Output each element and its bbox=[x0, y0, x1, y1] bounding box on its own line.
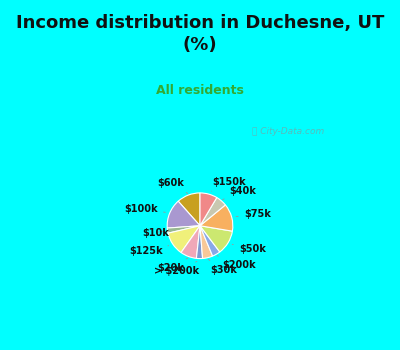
Text: $125k: $125k bbox=[129, 246, 169, 256]
Wedge shape bbox=[200, 226, 213, 259]
Text: $10k: $10k bbox=[142, 228, 169, 238]
Wedge shape bbox=[200, 197, 225, 226]
Wedge shape bbox=[200, 226, 220, 256]
Text: $100k: $100k bbox=[124, 204, 165, 214]
Text: > $200k: > $200k bbox=[154, 261, 199, 276]
Text: $60k: $60k bbox=[157, 178, 188, 194]
Text: Income distribution in Duchesne, UT
(%): Income distribution in Duchesne, UT (%) bbox=[16, 14, 384, 54]
Wedge shape bbox=[196, 226, 202, 259]
Text: $150k: $150k bbox=[212, 177, 246, 191]
Text: $30k: $30k bbox=[208, 259, 238, 275]
Wedge shape bbox=[181, 226, 200, 258]
Wedge shape bbox=[168, 226, 200, 253]
Text: $20k: $20k bbox=[157, 258, 188, 273]
Wedge shape bbox=[200, 226, 232, 252]
Text: $200k: $200k bbox=[217, 256, 256, 270]
Text: $75k: $75k bbox=[236, 209, 271, 219]
Wedge shape bbox=[167, 201, 200, 228]
Wedge shape bbox=[200, 205, 233, 231]
Text: All residents: All residents bbox=[156, 84, 244, 97]
Wedge shape bbox=[178, 193, 200, 226]
Text: ⓘ City-Data.com: ⓘ City-Data.com bbox=[252, 127, 324, 136]
Wedge shape bbox=[200, 193, 217, 226]
Wedge shape bbox=[167, 226, 200, 233]
Text: $40k: $40k bbox=[222, 187, 256, 199]
Text: $50k: $50k bbox=[232, 244, 266, 254]
